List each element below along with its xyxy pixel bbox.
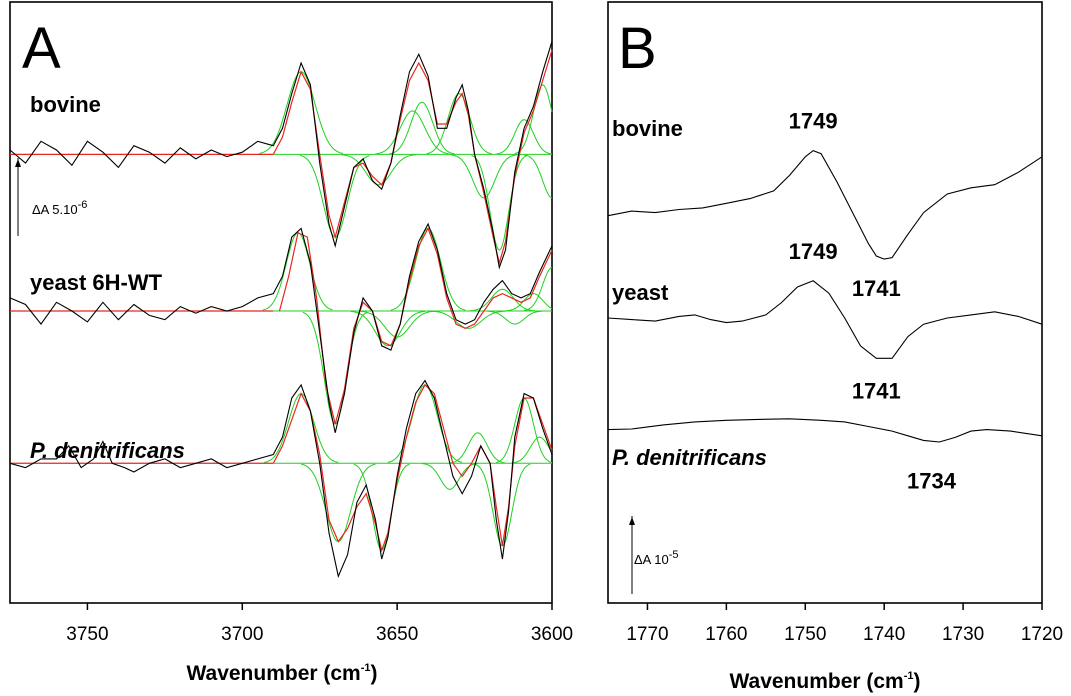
x-tick-label: 1730 (942, 624, 984, 645)
fit-component-bovine-4 (389, 101, 455, 155)
fit-component-yeast-6h-wt-7 (486, 310, 543, 325)
panel-a-tick-group: 3750 3700 3650 3600 (66, 603, 573, 645)
series-label-p-denitrificans: P. denitrificans (612, 445, 767, 470)
panel-b-x-axis-title: Wavenumber (cm-1) (729, 670, 920, 693)
series-label-p-denitrificans: P. denitrificans (30, 438, 185, 463)
x-tick-label: 1720 (1021, 624, 1063, 645)
fit-component-yeast-6h-wt-8 (505, 293, 553, 312)
fit-component-bovine-6 (451, 154, 517, 199)
peak-label-1734: 1734 (907, 468, 957, 493)
fit-component-p-denitrificans-6 (474, 463, 531, 547)
series-label-yeast: yeast (612, 280, 669, 305)
fit-component-yeast-6h-wt-2 (350, 310, 426, 347)
panel-a-series-group: bovine yeast 6H-WT P. denitrificans (9, 41, 553, 579)
scale-bar-arrow-icon (15, 159, 21, 167)
panel-a-scale-bar: ΔA 5.10-6 (15, 158, 87, 236)
x-tick-label: 1740 (863, 624, 905, 645)
fit-component-yeast-6h-wt-0 (262, 232, 333, 311)
series-line-p-denitrificans (607, 418, 1043, 443)
fit-component-p-denitrificans-2 (353, 463, 410, 551)
series-line-yeast (607, 280, 1043, 359)
fit-component-bovine-0 (259, 71, 344, 154)
x-tick-label: 3700 (221, 624, 263, 645)
fit-component-bovine-8 (496, 119, 553, 155)
fit-component-bovine-10 (524, 154, 553, 199)
panel-b-scale-bar: ΔA 10-5 (629, 516, 679, 594)
series-label-bovine: bovine (30, 92, 101, 117)
panel-b: B bovine 1749 1741 yeast 1749 1741 P. denitrif… (607, 1, 1063, 693)
series-line-bovine (607, 149, 1043, 260)
panel-b-series-group: bovine 1749 1741 yeast 1749 1741 P. denitrific… (607, 109, 1043, 493)
panel-a-frame (9, 1, 553, 604)
fit-component-p-denitrificans-1 (300, 463, 376, 543)
fit-component-bovine-3 (375, 110, 450, 155)
peak-label-1749: 1749 (789, 109, 838, 134)
peak-label-1749: 1749 (789, 239, 838, 264)
fit-component-bovine-1 (299, 154, 370, 238)
series-label-yeast-6h-wt: yeast 6H-WT (30, 270, 163, 295)
x-tick-label: 1770 (626, 624, 668, 645)
peak-label-1741: 1741 (852, 378, 901, 403)
fit-component-p-denitrificans-4 (421, 463, 478, 490)
fit-line-bovine (272, 49, 553, 266)
fit-component-yeast-6h-wt-1 (302, 311, 368, 425)
series-line-p-denitrificans (9, 379, 553, 579)
scale-bar-label: ΔA 5.10-6 (32, 199, 87, 217)
series-label-bovine: bovine (612, 116, 683, 141)
fit-component-bovine-7 (471, 155, 528, 251)
x-tick-label: 3750 (66, 624, 108, 645)
panel-b-tick-group: 1770 1760 1750 1740 1730 1720 (626, 603, 1063, 645)
panel-b-letter: B (618, 16, 657, 81)
fit-component-bovine-5 (426, 92, 492, 155)
peak-label-1741: 1741 (852, 276, 901, 301)
scale-bar-label: ΔA 10-5 (634, 549, 679, 567)
fit-component-p-denitrificans-5 (449, 432, 506, 464)
x-tick-label: 3650 (376, 624, 418, 645)
scale-bar-arrow-icon (629, 517, 635, 525)
fit-component-yeast-6h-wt-9 (524, 267, 553, 311)
fit-component-p-denitrificans-3 (387, 384, 463, 463)
fit-component-bovine-2 (341, 154, 416, 186)
panel-a: A bovine yeast 6H-WT P. denitrificans 3750… (9, 1, 573, 685)
fit-component-yeast-6h-wt-4 (390, 227, 466, 311)
fit-component-yeast-6h-wt-3 (359, 310, 435, 338)
x-tick-label: 3600 (531, 624, 573, 645)
panel-b-frame (607, 1, 1043, 604)
series-line-bovine (9, 41, 553, 270)
panel-a-letter: A (22, 16, 61, 81)
x-tick-label: 1750 (784, 624, 826, 645)
panel-a-x-axis-title: Wavenumber (cm-1) (186, 662, 377, 685)
series-line-yeast-6h-wt (9, 222, 553, 433)
fit-component-p-denitrificans-8 (511, 436, 553, 464)
x-tick-label: 1760 (705, 624, 747, 645)
fit-component-yeast-6h-wt-5 (431, 310, 506, 329)
fit-line-p-denitrificans (272, 383, 553, 553)
